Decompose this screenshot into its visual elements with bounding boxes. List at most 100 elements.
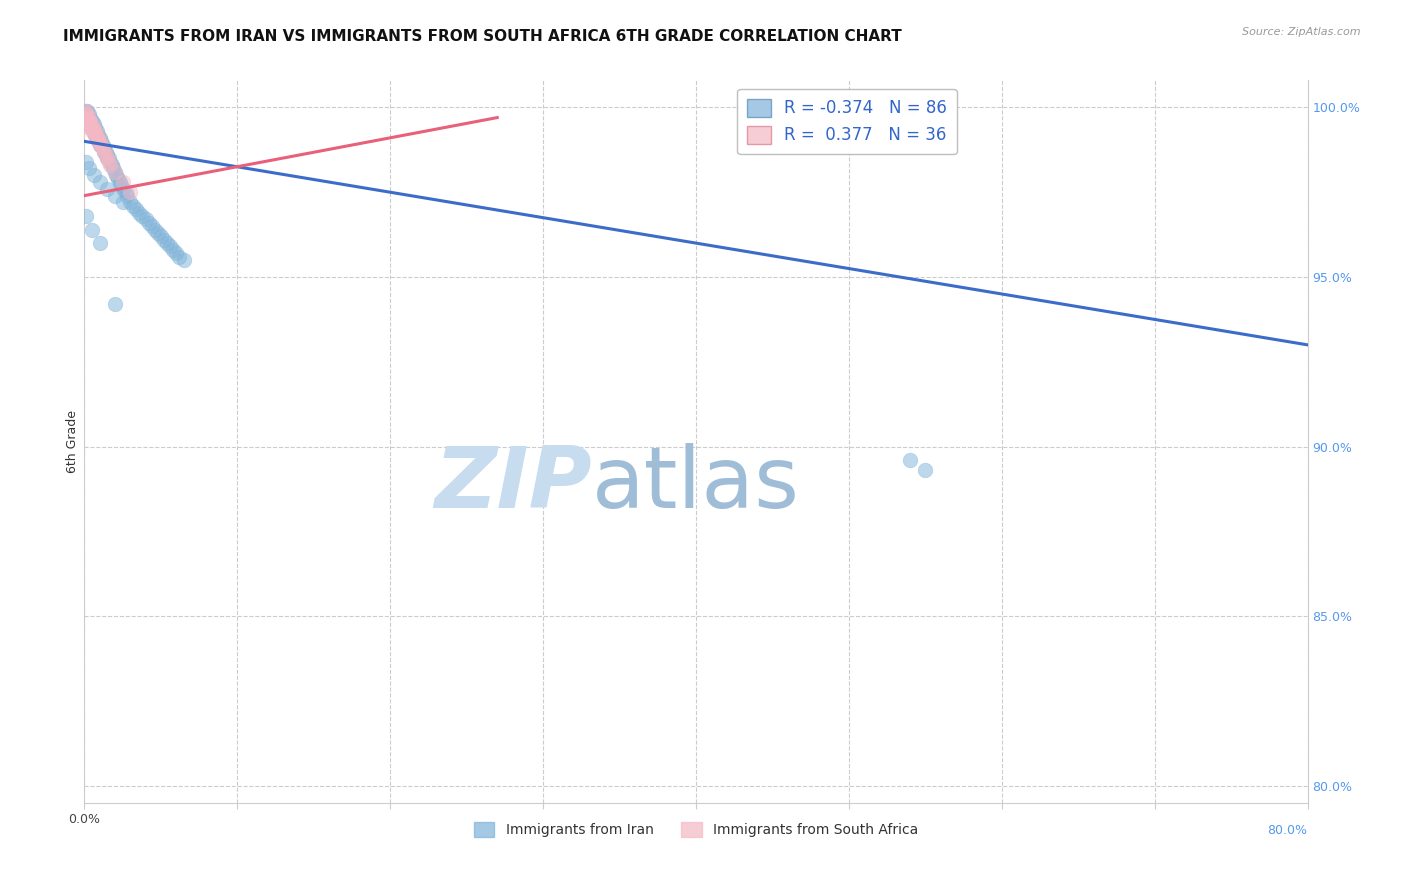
Point (91, 141, 114, 155)
Point (87, 131, 110, 145)
Point (89, 137, 111, 152)
Point (114, 185, 136, 199)
Point (76, 107, 98, 121)
Point (143, 222, 166, 236)
Point (86, 131, 108, 145)
Point (156, 236, 179, 251)
Point (80, 114, 103, 128)
Point (80, 117, 103, 131)
Point (80, 120, 103, 135)
Point (131, 209, 153, 223)
Point (115, 188, 138, 202)
Point (75, 103, 97, 118)
Point (79, 120, 101, 135)
Point (87, 128, 110, 142)
Point (104, 165, 127, 179)
Text: ZIP: ZIP (434, 443, 592, 526)
Point (138, 216, 160, 230)
Point (167, 250, 190, 264)
Point (898, 453, 921, 467)
Point (86, 128, 108, 142)
Point (91, 141, 114, 155)
Point (162, 243, 184, 257)
Point (146, 226, 169, 240)
Point (101, 158, 124, 172)
Point (86, 128, 108, 142)
Point (87, 134, 110, 148)
Point (135, 212, 157, 227)
Point (97, 151, 120, 165)
Point (89, 134, 111, 148)
Point (120, 195, 142, 210)
Point (80, 120, 103, 135)
Point (83, 124, 105, 138)
Point (76, 107, 98, 121)
Point (96, 148, 118, 162)
Point (98, 158, 121, 172)
Point (77, 117, 100, 131)
Point (111, 182, 134, 196)
Point (75, 154, 97, 169)
Point (125, 202, 148, 217)
Legend: Immigrants from Iran, Immigrants from South Africa: Immigrants from Iran, Immigrants from So… (468, 817, 924, 843)
Point (84, 124, 107, 138)
Point (87, 134, 110, 148)
Point (80, 117, 103, 131)
Point (898, 100, 921, 114)
Point (75, 111, 97, 125)
Point (76, 103, 98, 118)
Point (76, 114, 98, 128)
Point (80, 124, 103, 138)
Y-axis label: 6th Grade: 6th Grade (66, 410, 79, 473)
Point (93, 141, 115, 155)
Point (111, 175, 134, 189)
Point (79, 114, 101, 128)
Text: IMMIGRANTS FROM IRAN VS IMMIGRANTS FROM SOUTH AFRICA 6TH GRADE CORRELATION CHART: IMMIGRANTS FROM IRAN VS IMMIGRANTS FROM … (63, 29, 903, 44)
Point (83, 117, 105, 131)
Point (84, 128, 107, 142)
Point (77, 114, 100, 128)
Point (77, 161, 100, 176)
Point (98, 154, 121, 169)
Point (77, 107, 100, 121)
Point (91, 137, 114, 152)
Point (83, 120, 105, 135)
Point (83, 124, 105, 138)
Point (159, 239, 181, 253)
Point (104, 297, 127, 311)
Point (90, 137, 112, 152)
Point (80, 222, 103, 236)
Text: atlas: atlas (592, 443, 800, 526)
Point (79, 114, 101, 128)
Point (94, 145, 117, 159)
Text: Source: ZipAtlas.com: Source: ZipAtlas.com (1243, 27, 1361, 37)
Point (77, 114, 100, 128)
Point (79, 117, 101, 131)
Point (128, 205, 150, 219)
Point (83, 120, 105, 135)
Point (97, 154, 120, 169)
Point (108, 175, 131, 189)
Point (914, 463, 936, 477)
Point (75, 103, 97, 118)
Point (89, 131, 111, 145)
Point (96, 151, 118, 165)
Point (141, 219, 163, 234)
Point (77, 117, 100, 131)
Point (75, 107, 97, 121)
Point (77, 111, 100, 125)
Point (86, 131, 108, 145)
Point (104, 188, 127, 202)
Point (89, 134, 111, 148)
Point (75, 107, 97, 121)
Point (89, 137, 111, 152)
Point (96, 151, 118, 165)
Point (110, 178, 132, 193)
Point (122, 199, 145, 213)
Point (173, 253, 195, 268)
Point (103, 161, 125, 176)
Point (93, 145, 115, 159)
Point (153, 233, 176, 247)
Point (120, 185, 142, 199)
Point (107, 171, 129, 186)
